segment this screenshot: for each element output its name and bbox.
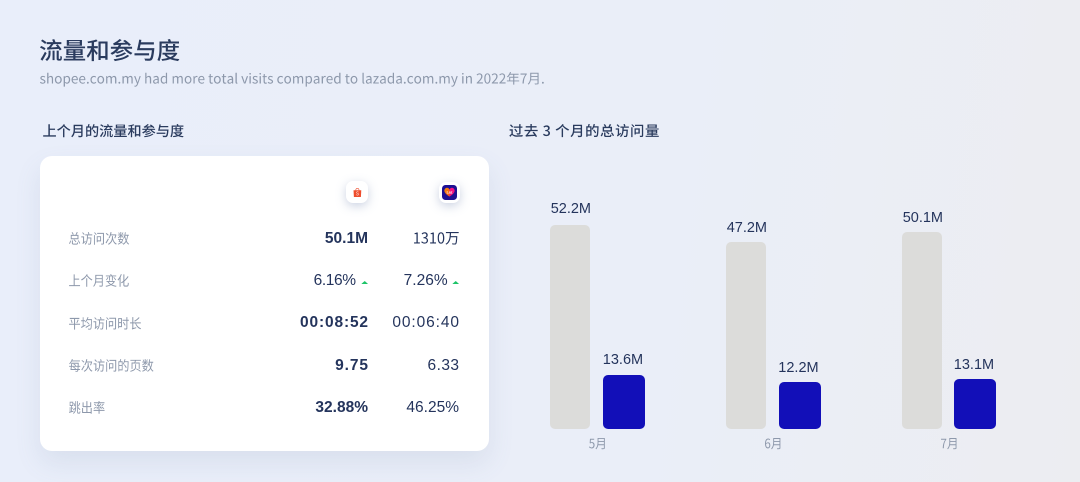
svg-text:Laz: Laz: [447, 190, 453, 194]
